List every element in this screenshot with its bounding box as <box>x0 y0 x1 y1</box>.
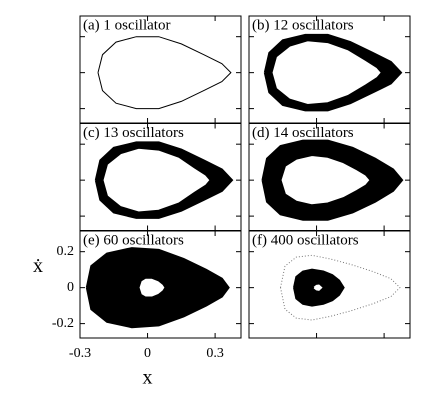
trajectory <box>270 39 384 107</box>
x-tick-label: -0.3 <box>69 346 91 361</box>
trajectory <box>313 284 323 291</box>
x-tick-label: 0.3 <box>206 346 224 361</box>
panel-title: (d) 14 oscillators <box>252 125 354 141</box>
panel-title: (e) 60 oscillators <box>83 232 184 248</box>
panel-frame <box>248 230 411 339</box>
y-tick-label: -0.2 <box>52 316 74 331</box>
panel-title: (b) 12 oscillators <box>252 17 354 33</box>
panel-title: (a) 1 oscillator <box>83 17 170 33</box>
trajectory <box>137 276 167 299</box>
panel-title: (c) 13 oscillators <box>83 125 184 141</box>
trajectory <box>279 153 372 207</box>
y-tick-label: 0.2 <box>57 244 75 259</box>
panel-frame <box>79 230 242 339</box>
trajectory <box>280 254 401 321</box>
trajectory <box>101 146 212 214</box>
panel-title: (f) 400 oscillators <box>252 232 359 248</box>
y-axis-label: ẋ <box>33 255 43 277</box>
trajectory <box>97 36 232 110</box>
y-tick-label: 0 <box>67 280 74 295</box>
x-tick-label: 0 <box>144 346 151 361</box>
x-axis-label: x <box>143 367 153 389</box>
